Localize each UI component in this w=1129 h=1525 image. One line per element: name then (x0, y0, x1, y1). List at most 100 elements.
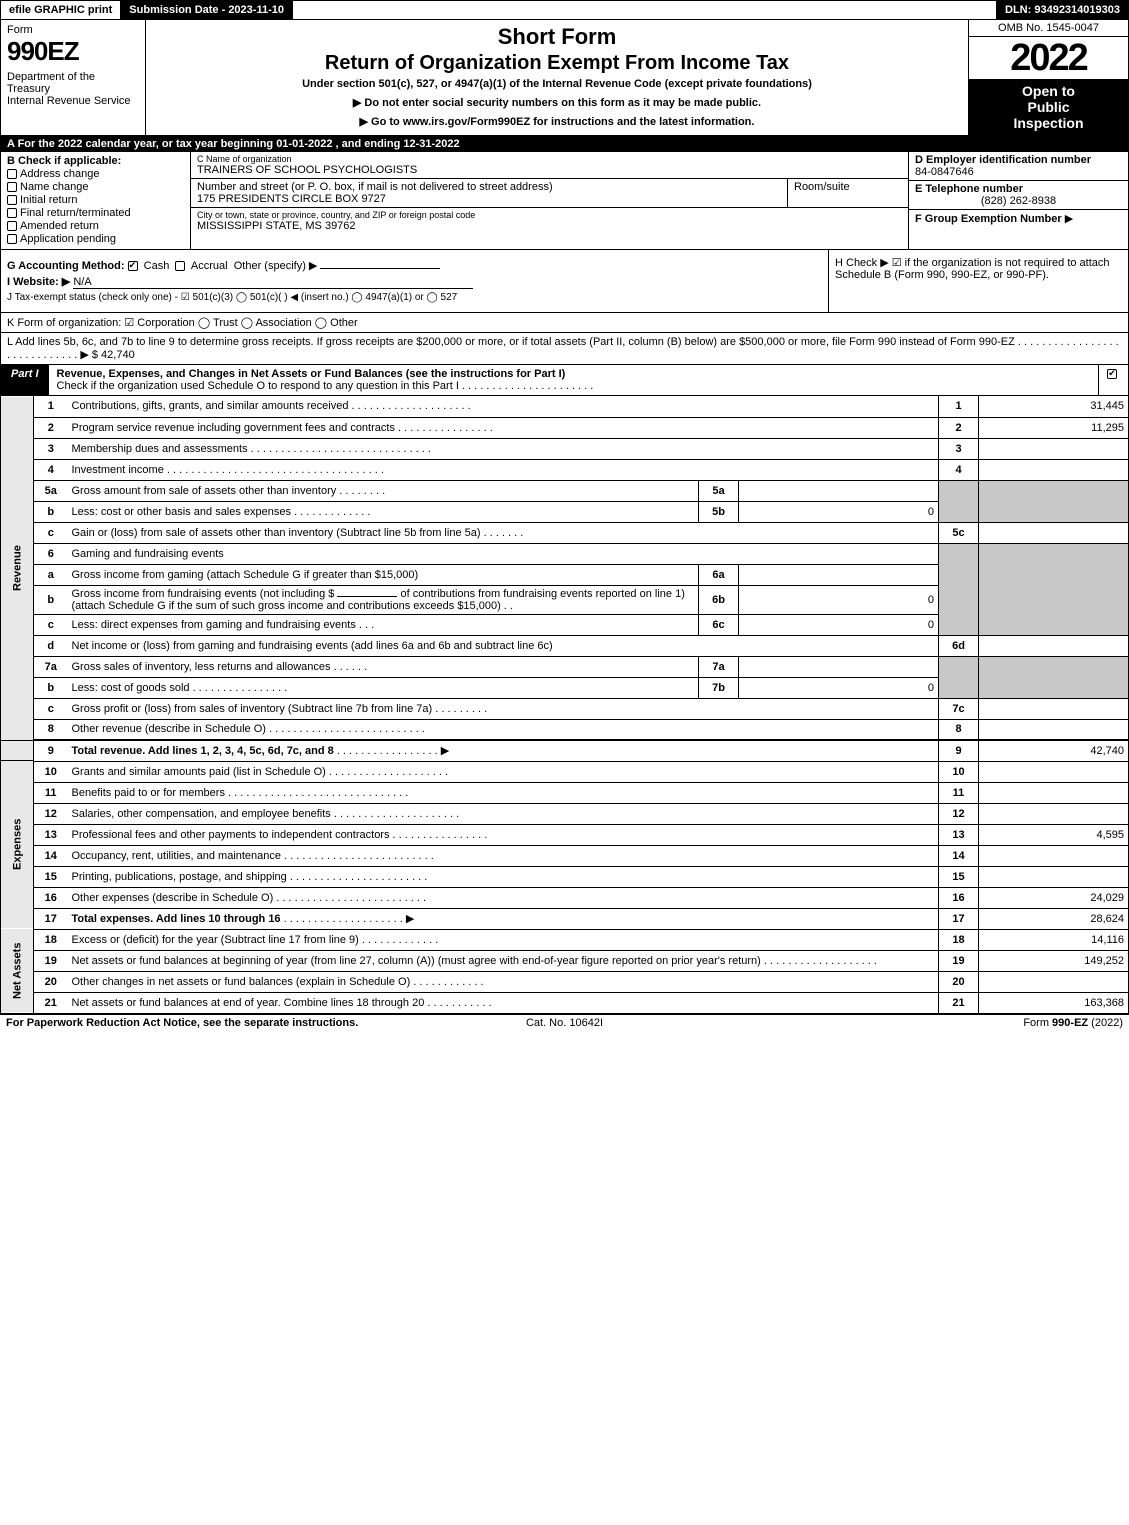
subline-val: 0 (739, 677, 939, 698)
chk-name-change[interactable]: Name change (7, 181, 184, 193)
subline-val (739, 480, 939, 501)
c-street-value: 175 PRESIDENTS CIRCLE BOX 9727 (197, 193, 781, 205)
line-val: 163,368 (979, 992, 1129, 1013)
side-revenue: Revenue (1, 396, 34, 740)
footer-left: For Paperwork Reduction Act Notice, see … (6, 1017, 378, 1029)
line-text: Total expenses. Add lines 10 through 16 (72, 913, 281, 925)
line-3: 3 Membership dues and assessments . . . … (1, 438, 1129, 459)
line-text: Printing, publications, postage, and shi… (72, 871, 287, 883)
col-c-org-info: C Name of organization TRAINERS OF SCHOO… (191, 152, 908, 249)
line-7a: 7a Gross sales of inventory, less return… (1, 656, 1129, 677)
line-12: 12 Salaries, other compensation, and emp… (1, 803, 1129, 824)
chk-label: Address change (20, 168, 100, 180)
subline-label: 7a (699, 656, 739, 677)
open-line2: Public (1027, 99, 1069, 115)
chk-amended-return[interactable]: Amended return (7, 220, 184, 232)
line-val (979, 866, 1129, 887)
line-text: Occupancy, rent, utilities, and maintena… (72, 850, 282, 862)
chk-application-pending[interactable]: Application pending (7, 233, 184, 245)
line-val (979, 971, 1129, 992)
b-title: B Check if applicable: (7, 155, 184, 167)
line-text: Contributions, gifts, grants, and simila… (72, 400, 349, 412)
g-accrual-check[interactable] (175, 261, 185, 271)
line-text: Gaming and fundraising events (68, 543, 939, 564)
chk-final-return[interactable]: Final return/terminated (7, 207, 184, 219)
subline-val: 0 (739, 501, 939, 522)
line-num: 8 (939, 719, 979, 740)
part1-checkbox[interactable] (1098, 365, 1128, 395)
line-num: 9 (939, 740, 979, 761)
form-header: Form 990EZ Department of the Treasury In… (0, 20, 1129, 136)
g-accounting: G Accounting Method: Cash Accrual Other … (7, 259, 822, 272)
f-group-exemption: F Group Exemption Number ▶ (909, 210, 1128, 249)
row-l-gross-receipts: L Add lines 5b, 6c, and 7b to line 9 to … (0, 333, 1129, 365)
line-num: 15 (939, 866, 979, 887)
col-h: H Check ▶ ☑ if the organization is not r… (828, 250, 1128, 312)
g-other-label: Other (specify) ▶ (234, 260, 318, 272)
line-num: 1 (939, 396, 979, 417)
part1-title: Revenue, Expenses, and Changes in Net As… (49, 365, 1098, 395)
line-val: 42,740 (979, 740, 1129, 761)
line-2: 2 Program service revenue including gove… (1, 417, 1129, 438)
form-number: 990EZ (7, 36, 139, 67)
line-text: Grants and similar amounts paid (list in… (72, 766, 326, 778)
chk-label: Application pending (20, 233, 116, 245)
f-label: F Group Exemption Number (915, 213, 1062, 225)
part1-sub: Check if the organization used Schedule … (57, 380, 594, 392)
line-num: 5c (939, 522, 979, 543)
header-right: OMB No. 1545-0047 2022 Open to Public In… (968, 20, 1128, 135)
line-18: Net Assets 18 Excess or (deficit) for th… (1, 929, 1129, 950)
g-cash-check[interactable] (128, 261, 138, 271)
line-val: 31,445 (979, 396, 1129, 417)
lines-table: Revenue 1 Contributions, gifts, grants, … (0, 396, 1129, 1014)
line-text: Less: direct expenses from gaming and fu… (72, 619, 356, 631)
c-name-value: TRAINERS OF SCHOOL PSYCHOLOGISTS (197, 164, 902, 176)
line-text: Other revenue (describe in Schedule O) (72, 723, 266, 735)
line-num: 14 (939, 845, 979, 866)
line-num: 13 (939, 824, 979, 845)
e-phone: E Telephone number (828) 262-8938 (909, 181, 1128, 210)
g-accrual-label: Accrual (191, 260, 228, 272)
line-text: Gain or (loss) from sale of assets other… (72, 527, 481, 539)
subline-label: 6b (699, 585, 739, 614)
line-text: Other changes in net assets or fund bala… (72, 976, 411, 988)
row-a-calendar-year: A For the 2022 calendar year, or tax yea… (0, 136, 1129, 152)
footer: For Paperwork Reduction Act Notice, see … (0, 1014, 1129, 1031)
g-other-blank[interactable] (320, 268, 440, 269)
chk-label: Amended return (20, 220, 99, 232)
line-1: Revenue 1 Contributions, gifts, grants, … (1, 396, 1129, 417)
line-9: 9 Total revenue. Add lines 1, 2, 3, 4, 5… (1, 740, 1129, 761)
chk-initial-return[interactable]: Initial return (7, 194, 184, 206)
chk-label: Final return/terminated (20, 207, 131, 219)
line-val (979, 698, 1129, 719)
line-text: Investment income (72, 464, 164, 476)
e-label: E Telephone number (915, 183, 1122, 195)
chk-address-change[interactable]: Address change (7, 168, 184, 180)
g-cash-label: Cash (144, 260, 170, 272)
line-num: 6d (939, 635, 979, 656)
header-center: Short Form Return of Organization Exempt… (146, 20, 968, 135)
submission-date: Submission Date - 2023-11-10 (121, 1, 293, 19)
line-num: 11 (939, 782, 979, 803)
line-text: Less: cost or other basis and sales expe… (72, 506, 292, 518)
e-value: (828) 262-8938 (915, 195, 1122, 207)
subline-val (739, 564, 939, 585)
f-arrow: ▶ (1065, 213, 1073, 225)
line-num: 2 (939, 417, 979, 438)
subline-label: 6c (699, 614, 739, 635)
i-website: I Website: ▶ N/A (7, 275, 822, 289)
tax-year: 2022 (969, 37, 1128, 79)
subline-label: 5b (699, 501, 739, 522)
line-7c: c Gross profit or (loss) from sales of i… (1, 698, 1129, 719)
line-8: 8 Other revenue (describe in Schedule O)… (1, 719, 1129, 740)
col-b-checkboxes: B Check if applicable: Address change Na… (1, 152, 191, 249)
6b-blank[interactable] (337, 596, 397, 597)
line-val: 28,624 (979, 908, 1129, 929)
subline-label: 5a (699, 480, 739, 501)
line-text: Professional fees and other payments to … (72, 829, 390, 841)
line-5c: c Gain or (loss) from sale of assets oth… (1, 522, 1129, 543)
d-label: D Employer identification number (915, 154, 1122, 166)
line-val (979, 719, 1129, 740)
line-21: 21 Net assets or fund balances at end of… (1, 992, 1129, 1013)
j-tax-exempt: J Tax-exempt status (check only one) - ☑… (7, 292, 822, 303)
